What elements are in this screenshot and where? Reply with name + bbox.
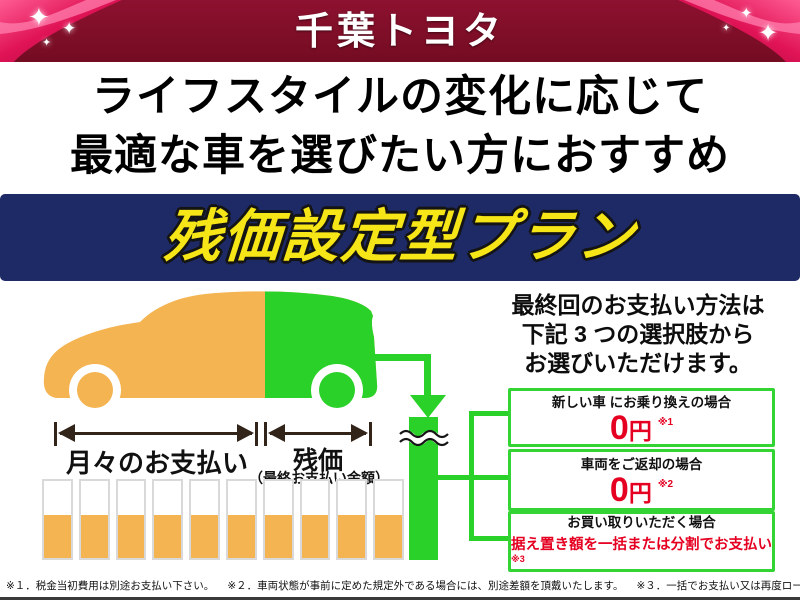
residual-flow-line xyxy=(424,354,431,396)
option-connector-line xyxy=(469,536,508,541)
front-wheel-icon xyxy=(77,372,113,408)
payment-bar xyxy=(336,479,368,560)
footnote-2: ※２．車両状態が事前に定めた規定外である場合には、別途差額を頂戴いたします。 xyxy=(227,580,624,592)
option-value: 0円 ※2 xyxy=(610,473,673,507)
buyout-value: 据え置き額を一括または分割でお支払い xyxy=(511,537,772,554)
payment-bar xyxy=(373,479,404,560)
payment-bar xyxy=(152,479,184,560)
brand-header: ✦ ✦ ✦ ✦ ✦ ✦ 千葉トヨタ xyxy=(0,0,800,62)
option-case-label: 車両をご返却の場合 xyxy=(580,457,703,472)
payment-bar xyxy=(225,479,257,560)
option-case-label: お買い取りいただく場合 xyxy=(567,515,716,531)
option-connector-line xyxy=(469,411,474,541)
payment-bar-fill xyxy=(80,514,108,558)
value-unit: 円 xyxy=(628,417,652,444)
option-buyout-text: 据え置き額を一括または分割でお支払い※3 xyxy=(511,533,772,572)
value-amount: 0 xyxy=(609,471,629,509)
options-intro-line3: お選びいただけます。 xyxy=(524,350,752,376)
payment-bar xyxy=(115,479,147,560)
sparkle-icon: ✦ xyxy=(28,2,50,32)
headline-line1: ライフスタイルの変化に応じて xyxy=(92,73,708,121)
payment-bar-fill xyxy=(264,514,292,558)
option-box-buyout: お買い取りいただく場合 据え置き額を一括または分割でお支払い※3 xyxy=(508,511,775,572)
footnote-1: ※１．税金当初費用は別途お支払い下さい。 xyxy=(6,580,215,592)
headline-line2: 最適な車を選びたい方におすすめ xyxy=(70,132,730,180)
payment-bar xyxy=(42,479,73,560)
monthly-payment-label: 月々のお支払い xyxy=(65,448,248,478)
footnote-3: ※３．一括でお支払い又は再度ローンを組むこともできます。 xyxy=(636,580,800,592)
option-case-label: 新しい車 にお乗り換えの場合 xyxy=(551,394,732,410)
payment-bar-fill xyxy=(191,514,218,558)
car-graphic xyxy=(43,291,378,416)
ribbon-decoration-icon xyxy=(0,0,122,62)
footnote: ※１．税金当初費用は別途お支払い下さい。 ※２．車両状態が事前に定めた規定外である… xyxy=(6,578,800,593)
option-connector-line xyxy=(469,411,508,416)
payment-bar xyxy=(299,479,331,560)
monthly-dimension-arrow xyxy=(60,432,252,435)
bar-break-icon xyxy=(398,429,450,447)
sparkle-icon: ✦ xyxy=(42,37,52,49)
dimension-tick xyxy=(264,422,267,446)
residual-dimension-arrow xyxy=(270,432,366,435)
payment-bar-fill xyxy=(117,514,145,558)
sparkle-icon: ✦ xyxy=(758,20,779,47)
value-unit: 円 xyxy=(628,480,652,506)
payment-bar-fill xyxy=(227,514,255,558)
brand-logo: 千葉トヨタ xyxy=(294,11,505,53)
payment-bar xyxy=(78,479,110,560)
sparkle-icon: ✦ xyxy=(722,23,731,34)
options-intro-line2: 下記 3 つの選択肢から xyxy=(521,321,755,347)
value-note: ※3 xyxy=(511,554,525,565)
payment-bar-fill xyxy=(375,514,402,558)
option-box-trade-in: 新しい車 にお乗り換えの場合 0円 ※1 xyxy=(508,388,775,447)
value-amount: 0 xyxy=(609,408,629,447)
sparkle-icon: ✦ xyxy=(740,5,753,22)
arrow-left-icon xyxy=(268,424,285,442)
payment-bar xyxy=(262,479,294,560)
payment-bar-fill xyxy=(301,514,329,558)
payment-bar xyxy=(189,479,220,560)
sparkle-icon: ✦ xyxy=(62,19,77,38)
dimension-tick xyxy=(369,422,372,446)
rear-wheel-icon xyxy=(319,372,355,408)
down-arrow-icon xyxy=(410,395,446,418)
value-note: ※1 xyxy=(657,416,674,428)
payment-bar-fill xyxy=(44,514,71,558)
plan-title: 残価設定型プラン xyxy=(161,205,639,269)
arrow-right-icon xyxy=(351,424,368,442)
headline: ライフスタイルの変化に応じて 最適な車を選びたい方におすすめ xyxy=(0,68,800,186)
payment-bars xyxy=(42,479,404,560)
bottom-rule xyxy=(0,597,800,600)
dimension-tick xyxy=(255,422,258,446)
residual-flow-line xyxy=(366,354,431,361)
payment-bar-fill xyxy=(338,514,366,558)
dimension-tick xyxy=(54,422,57,446)
ribbon-decoration-icon xyxy=(678,0,800,62)
plan-banner: 残価設定型プラン xyxy=(0,194,800,281)
option-box-return: 車両をご返却の場合 0円 ※2 xyxy=(508,449,775,511)
arrow-left-icon xyxy=(58,424,75,442)
residual-label: 残価 xyxy=(292,447,343,475)
option-value: 0円 ※1 xyxy=(610,411,673,445)
arrow-right-icon xyxy=(237,424,254,442)
payment-bar-fill xyxy=(154,514,182,558)
options-intro: 最終回のお支払い方法は 下記 3 つの選択肢から お選びいただけます。 xyxy=(503,291,773,378)
options-intro-line1: 最終回のお支払い方法は xyxy=(511,292,765,318)
value-note: ※2 xyxy=(657,479,674,490)
